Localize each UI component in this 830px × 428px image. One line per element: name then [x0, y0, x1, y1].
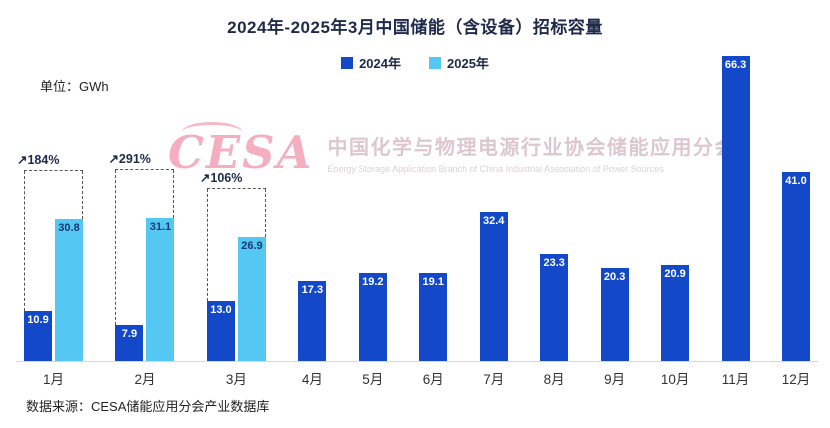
- bar-2024年-4月: 17.3: [298, 281, 327, 361]
- month-group-4月: 17.3 4月: [298, 40, 327, 387]
- legend: 2024年 2025年: [0, 53, 830, 72]
- legend-label-2025: 2025年: [447, 56, 489, 71]
- bar-value-label: 31.1: [149, 220, 172, 233]
- bar-value-label: 20.9: [664, 267, 686, 280]
- x-axis-label: 4月: [301, 372, 323, 387]
- annotation-dashed-right: [173, 169, 175, 218]
- bar-pair: 13.0 26.9 ↗106%: [200, 171, 266, 361]
- bar-2024年-2月: 7.9: [115, 324, 144, 361]
- legend-item-2024: 2024年: [341, 53, 401, 72]
- x-axis-label: 11月: [721, 372, 750, 387]
- legend-label-2024: 2024年: [359, 56, 401, 71]
- bar-pair: 19.2: [358, 272, 387, 361]
- bar-value-label: 32.4: [483, 215, 505, 227]
- bar-pair: 23.3: [540, 253, 569, 361]
- source-note: 数据来源：CESA储能应用分会产业数据库: [26, 399, 270, 414]
- x-axis-label: 5月: [362, 372, 384, 387]
- bar-value-label: 20.3: [603, 270, 626, 283]
- chart-title: 2024年-2025年3月中国储能（含设备）招标容量: [227, 18, 603, 37]
- x-axis-label: 1月: [42, 372, 65, 387]
- annotation-dashed-left: [115, 169, 117, 325]
- month-group-6月: 19.1 6月: [419, 40, 448, 387]
- bar-value-label: 7.9: [121, 327, 138, 340]
- month-group-7月: 32.4 7月: [479, 40, 508, 387]
- x-axis-label: 7月: [483, 372, 505, 387]
- bar-pair: 32.4: [479, 212, 508, 361]
- x-axis-label: 12月: [781, 372, 811, 387]
- month-group-5月: 19.2 5月: [358, 40, 387, 387]
- month-group-12月: 41.0 12月: [781, 40, 810, 387]
- bar-value-label: 10.9: [27, 313, 49, 326]
- x-axis-label: 9月: [604, 372, 626, 387]
- bar-2024年-1月: 10.9: [24, 310, 52, 361]
- bar-2024年-6月: 19.1: [419, 273, 448, 361]
- bar-2025年-2月: 31.1: [146, 217, 175, 361]
- month-group-10月: 20.9 10月: [661, 40, 690, 387]
- annotation-dashed-top: [206, 188, 266, 190]
- bar-pair: 7.9 31.1 ↗291%: [108, 152, 175, 361]
- bar-value-label: 30.8: [58, 222, 80, 235]
- bar-pair: 20.3: [600, 267, 629, 361]
- bar-value-label: 17.3: [301, 284, 324, 297]
- annotation-dashed-top: [115, 168, 175, 170]
- bar-2024年-12月: 41.0: [781, 172, 810, 361]
- unit-label: 单位：GWh: [40, 79, 109, 94]
- bar-pair: 19.1: [419, 273, 448, 361]
- month-group-9月: 20.3 9月: [600, 40, 629, 387]
- growth-annotation-label: ↗106%: [199, 171, 243, 186]
- bar-2024年-7月: 32.4: [479, 212, 508, 361]
- annotation-dashed-right: [82, 171, 83, 220]
- bar-chart: 10.9 30.8 ↗184% 1月 7.9 31.1 ↗291% 2月 13.0 26.9 ↗10…: [16, 40, 818, 387]
- bar-pair: 17.3: [298, 281, 327, 361]
- bar-2024年-10月: 20.9: [661, 264, 690, 361]
- month-group-1月: 10.9 30.8 ↗184% 1月: [17, 40, 83, 387]
- growth-annotation-label: ↗184%: [17, 153, 60, 168]
- bar-pair: 10.9 30.8 ↗184%: [17, 153, 83, 361]
- bar-value-label: 41.0: [785, 175, 807, 188]
- bar-pair: 66.3: [721, 56, 750, 361]
- bar-value-label: 19.1: [422, 276, 444, 289]
- bar-pair: 20.9: [661, 264, 690, 361]
- annotation-dashed-left: [24, 171, 25, 311]
- month-group-3月: 13.0 26.9 ↗106% 3月: [200, 40, 266, 387]
- bar-value-label: 19.2: [362, 275, 384, 288]
- month-group-2月: 7.9 31.1 ↗291% 2月: [108, 40, 175, 387]
- annotation-dashed-top: [24, 170, 83, 172]
- x-axis-label: 3月: [225, 372, 247, 387]
- bar-2024年-9月: 20.3: [600, 267, 629, 361]
- bar-2024年-11月: 66.3: [721, 56, 750, 361]
- x-axis-label: 2月: [134, 372, 156, 387]
- bar-value-label: 66.3: [724, 59, 747, 71]
- legend-swatch-2024-icon: [341, 56, 354, 69]
- month-group-8月: 23.3 8月: [540, 40, 569, 387]
- bar-value-label: 23.3: [543, 256, 565, 269]
- bar-value-label: 26.9: [241, 240, 263, 253]
- annotation-dashed-right: [264, 189, 266, 238]
- month-group-11月: 66.3 11月: [721, 40, 750, 387]
- growth-annotation-label: ↗291%: [108, 151, 151, 166]
- x-axis-label: 8月: [543, 372, 565, 387]
- x-axis-label: 10月: [660, 372, 690, 387]
- legend-swatch-2025-icon: [429, 56, 441, 69]
- bar-2024年-8月: 23.3: [540, 253, 569, 361]
- bar-2024年-3月: 13.0: [206, 301, 235, 361]
- x-axis-label: 6月: [422, 372, 444, 387]
- bar-2025年-1月: 30.8: [55, 219, 83, 361]
- bar-value-label: 13.0: [210, 304, 232, 317]
- bar-2025年-3月: 26.9: [237, 237, 266, 361]
- annotation-dashed-left: [206, 189, 208, 302]
- legend-item-2025: 2025年: [429, 53, 489, 72]
- bar-pair: 41.0: [781, 172, 810, 361]
- bar-2024年-5月: 19.2: [358, 272, 387, 361]
